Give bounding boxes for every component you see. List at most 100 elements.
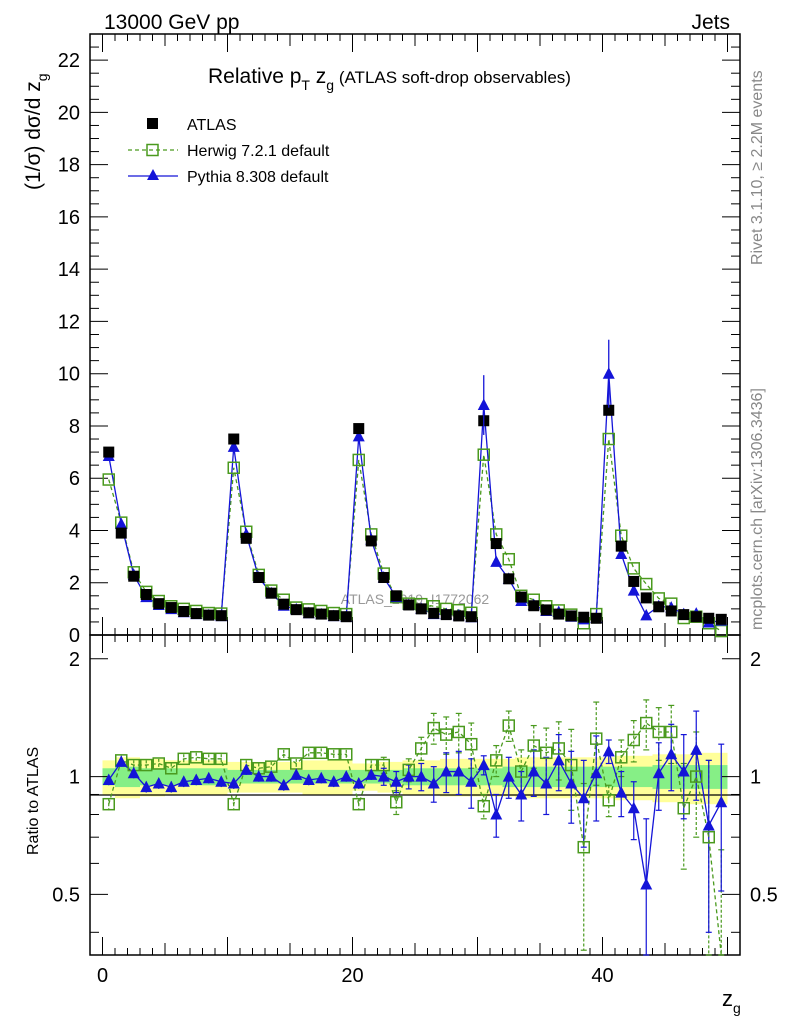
pythia-ratio-point bbox=[290, 768, 303, 780]
band-inner-bin bbox=[140, 768, 153, 786]
y-tick-label: 6 bbox=[69, 468, 80, 490]
atlas-point bbox=[590, 612, 602, 624]
herwig-ratio-point bbox=[152, 757, 165, 770]
atlas-point bbox=[528, 600, 540, 612]
herwig-ratio-point bbox=[452, 725, 465, 739]
atlas-point bbox=[703, 612, 715, 624]
herwig-ratio-point bbox=[165, 762, 178, 775]
herwig-point bbox=[640, 577, 653, 591]
ratio-tick-label-left: 2 bbox=[69, 649, 80, 671]
herwig-ratio-point bbox=[415, 742, 428, 755]
herwig-point bbox=[477, 448, 490, 461]
atlas-point bbox=[128, 570, 140, 582]
pythia-ratio-point bbox=[552, 753, 565, 766]
pythia-ratio-point bbox=[665, 747, 678, 760]
herwig-ratio-point bbox=[527, 739, 540, 752]
herwig-point bbox=[502, 552, 515, 566]
herwig-ratio-point bbox=[277, 748, 290, 761]
herwig-ratio-line bbox=[108, 722, 722, 956]
herwig-ratio-point bbox=[677, 801, 690, 815]
mcplots-side-label: mcplots.cern.ch [arXiv:1306.3436] bbox=[749, 388, 766, 630]
atlas-point bbox=[490, 538, 502, 550]
atlas-point bbox=[303, 607, 315, 619]
band-inner-bin bbox=[602, 766, 615, 788]
ratio-tick-label-right: 1 bbox=[750, 767, 761, 789]
herwig-ratio-point bbox=[202, 752, 215, 766]
rivet-side-label: Rivet 3.1.10, ≥ 2.2M events bbox=[749, 70, 766, 265]
herwig-ratio-point bbox=[652, 725, 665, 739]
axis-ticks bbox=[90, 33, 740, 955]
pythia-ratio-point bbox=[515, 787, 528, 800]
x-tick-label: 0 bbox=[97, 965, 108, 987]
herwig-ratio-point bbox=[665, 725, 678, 739]
y-tick-label: 10 bbox=[58, 364, 80, 386]
pythia-ratio-point bbox=[465, 775, 478, 787]
herwig-ratio-point bbox=[302, 746, 315, 760]
ratio-tick-label-left: 0.5 bbox=[52, 884, 80, 906]
atlas-point bbox=[103, 446, 115, 458]
herwig-ratio-point bbox=[340, 748, 353, 761]
atlas-point bbox=[403, 599, 415, 611]
atlas-point bbox=[315, 608, 327, 620]
herwig-point bbox=[352, 453, 365, 467]
pythia-ratio-point bbox=[215, 775, 228, 787]
y-tick-label: 0 bbox=[69, 625, 80, 647]
herwig-ratio-point bbox=[290, 757, 303, 770]
chart-title: Relative pT zg (ATLAS soft-drop observab… bbox=[208, 65, 571, 93]
pythia-ratio-point bbox=[502, 770, 515, 782]
atlas-point bbox=[178, 605, 190, 617]
atlas-point bbox=[165, 602, 177, 614]
herwig-ratio-point bbox=[390, 795, 403, 809]
atlas-point bbox=[203, 609, 215, 621]
pythia-point bbox=[615, 547, 628, 559]
herwig-ratio-point bbox=[327, 748, 340, 761]
ratio-tick-label-right: 2 bbox=[750, 649, 761, 671]
herwig-ratio-point bbox=[440, 728, 453, 741]
pythia-ratio-point bbox=[590, 766, 603, 779]
atlas-point bbox=[440, 609, 452, 621]
herwig-ratio-point bbox=[477, 799, 490, 813]
y-axis-label: (1/σ) dσ/d zg bbox=[22, 73, 50, 190]
y-tick-label: 8 bbox=[69, 416, 80, 438]
herwig-point bbox=[715, 624, 728, 638]
pythia-ratio-point bbox=[640, 877, 653, 890]
y-tick-label: 14 bbox=[58, 259, 80, 281]
herwig-point bbox=[615, 529, 628, 542]
atlas-point bbox=[265, 587, 277, 599]
atlas-point bbox=[390, 590, 402, 602]
main-series-layer bbox=[102, 339, 728, 638]
band-inner-bin bbox=[152, 768, 165, 786]
atlas-point bbox=[278, 598, 290, 610]
pythia-ratio-point bbox=[190, 773, 203, 785]
pythia-ratio-point bbox=[527, 765, 540, 777]
atlas-point bbox=[115, 527, 127, 539]
ratio-tick-label-right: 0.5 bbox=[750, 884, 778, 906]
pythia-ratio-point bbox=[427, 777, 440, 789]
legend-label-atlas: ATLAS bbox=[187, 117, 237, 134]
atlas-point bbox=[353, 423, 365, 435]
herwig-ratio-point bbox=[377, 758, 390, 772]
ratio-y-axis-label: Ratio to ATLAS bbox=[25, 747, 42, 855]
herwig-ratio-point bbox=[177, 752, 190, 766]
herwig-ratio-point bbox=[565, 758, 578, 772]
pythia-ratio-point bbox=[115, 755, 128, 767]
pythia-ratio-point bbox=[265, 770, 278, 782]
pythia-ratio-point bbox=[177, 775, 190, 787]
pythia-ratio-point bbox=[102, 773, 115, 785]
pythia-ratio-point bbox=[477, 758, 490, 771]
atlas-point bbox=[678, 609, 690, 621]
herwig-point bbox=[602, 432, 615, 446]
herwig-ratio-point bbox=[465, 737, 478, 751]
legend-label-herwig: Herwig 7.2.1 default bbox=[187, 143, 330, 160]
herwig-ratio-point bbox=[227, 797, 240, 811]
pythia-ratio-point bbox=[140, 780, 153, 793]
atlas-point bbox=[140, 588, 152, 600]
herwig-ratio-point bbox=[590, 732, 603, 745]
pythia-ratio-point bbox=[340, 770, 353, 782]
pythia-ratio-point bbox=[352, 777, 365, 789]
atlas-point bbox=[578, 611, 590, 623]
pythia-ratio-point bbox=[565, 777, 578, 789]
herwig-point bbox=[227, 461, 240, 475]
pythia-ratio-point bbox=[277, 778, 290, 791]
